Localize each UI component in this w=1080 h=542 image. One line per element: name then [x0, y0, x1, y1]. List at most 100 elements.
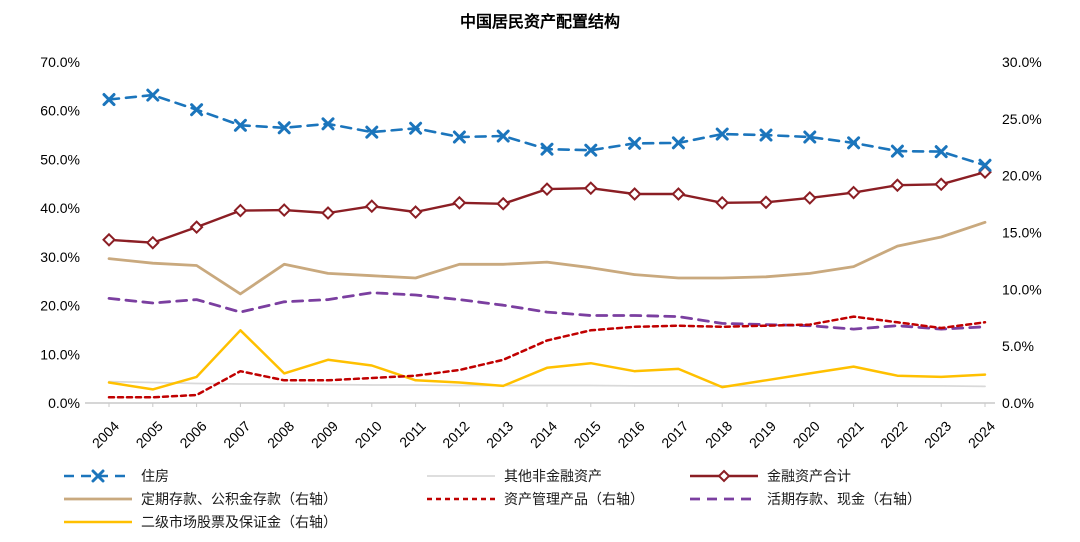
- x-marker: [934, 145, 948, 159]
- x-marker: [102, 93, 116, 107]
- diamond-marker: [583, 181, 598, 196]
- series-line-1: [108, 380, 986, 388]
- legend-line-sample-icon: [64, 520, 132, 523]
- right-axis-tick-label: 0.0%: [1002, 395, 1034, 411]
- diamond-marker: [102, 232, 116, 247]
- x-marker: [365, 125, 379, 139]
- x-axis-year-label: 2014: [527, 418, 560, 451]
- left-axis-tick-label: 10.0%: [40, 346, 80, 362]
- x-axis-year-label: 2013: [483, 418, 516, 451]
- x-axis-year-label: 2024: [965, 418, 998, 451]
- legend-line-sample-icon: [690, 497, 758, 500]
- x-axis-year-label: 2021: [833, 418, 866, 451]
- left-axis-tick-label: 0.0%: [48, 395, 80, 411]
- plot-svg: 70.0% 60.0% 50.0% 40.0% 30.0% 20.0% 10.0% 0.0% 3…: [40, 54, 1042, 451]
- diamond-marker: [846, 185, 861, 200]
- legend-label: 住房: [141, 467, 169, 484]
- x-axis-year-label: 2009: [308, 418, 341, 451]
- left-axis-tick-label: 20.0%: [40, 298, 80, 314]
- series-line-3: [107, 220, 987, 296]
- legend-column: 其他非金融资产资产管理产品（右轴）: [425, 464, 644, 510]
- right-axis-tick-label: 30.0%: [1002, 54, 1042, 70]
- x-marker: [803, 130, 817, 144]
- left-axis-tick-label: 40.0%: [40, 200, 80, 216]
- diamond-marker: [540, 182, 554, 197]
- x-marker: [233, 118, 247, 132]
- legend-item: 二级市场股票及保证金（右轴）: [62, 510, 337, 533]
- legend-label: 二级市场股票及保证金（右轴）: [141, 513, 337, 530]
- x-axis-year-label: 2011: [396, 418, 429, 451]
- right-axis-tick-label: 20.0%: [1002, 168, 1042, 184]
- x-marker: [277, 121, 291, 135]
- left-axis-tick-label: 60.0%: [40, 103, 80, 119]
- diamond-marker: [934, 177, 949, 192]
- legend-line-sample-icon: [690, 469, 758, 482]
- diamond-marker: [233, 203, 248, 218]
- x-marker: [671, 136, 685, 150]
- x-axis-year-label: 2007: [220, 418, 253, 451]
- x-axis-year-label: 2006: [176, 418, 209, 451]
- legend-label: 活期存款、现金（右轴）: [767, 490, 921, 507]
- x-marker: [978, 158, 992, 172]
- legend-item: 定期存款、公积金存款（右轴）: [62, 487, 337, 510]
- x-marker: [496, 129, 510, 143]
- diamond-marker: [452, 195, 467, 210]
- x-axis-year-label: 2020: [790, 418, 823, 451]
- left-axis-tick-label: 50.0%: [40, 151, 80, 167]
- x-axis-year-label: 2015: [571, 418, 604, 451]
- legend-column: 住房定期存款、公积金存款（右轴） 二级市场股票及保证金（右轴）: [62, 464, 337, 533]
- legend: 住房定期存款、公积金存款（右轴） 二级市场股票及保证金（右轴） 其他非金融资产资产管…: [0, 460, 1080, 542]
- legend-item: 其他非金融资产: [425, 464, 644, 487]
- diamond-marker: [717, 469, 731, 482]
- right-axis-tick-label: 25.0%: [1002, 111, 1042, 127]
- legend-label: 金融资产合计: [767, 467, 851, 484]
- right-axis-tick-label: 10.0%: [1002, 281, 1042, 297]
- legend-label: 其他非金融资产: [504, 467, 602, 484]
- x-axis-year-label: 2005: [133, 418, 166, 451]
- right-axis-tick-label: 5.0%: [1002, 338, 1034, 354]
- legend-line-sample-icon: [64, 497, 132, 500]
- legend-item: 活期存款、现金（右轴）: [688, 487, 921, 510]
- x-axis-year-label: 2010: [352, 418, 385, 451]
- diamond-marker: [715, 195, 730, 210]
- legend-item: 住房: [62, 464, 337, 487]
- diamond-marker: [496, 196, 511, 211]
- x-marker: [190, 103, 204, 117]
- left-axis-tick-label: 70.0%: [40, 54, 80, 70]
- left-axis-tick-label: 30.0%: [40, 249, 80, 265]
- x-marker: [409, 121, 423, 135]
- x-marker: [584, 143, 598, 157]
- series-line-5: [107, 291, 987, 331]
- diamond-marker: [321, 206, 335, 220]
- x-marker: [890, 144, 904, 158]
- plot-area: 70.0% 60.0% 50.0% 40.0% 30.0% 20.0% 10.0% 0.0% 3…: [0, 40, 1080, 460]
- series-line-0: [107, 93, 987, 167]
- legend-item: 金融资产合计: [688, 464, 921, 487]
- diamond-marker: [759, 195, 773, 210]
- x-axis-year-label: 2018: [702, 418, 735, 451]
- diamond-marker: [408, 205, 423, 219]
- x-marker: [540, 142, 554, 156]
- diamond-marker: [671, 187, 686, 201]
- legend-line-sample-icon: [427, 497, 495, 500]
- diamond-marker: [189, 220, 204, 235]
- diamond-marker: [890, 178, 905, 193]
- x-axis-year-label: 2004: [89, 418, 122, 451]
- x-axis-year-label: 2023: [921, 418, 954, 451]
- diamond-marker: [277, 203, 292, 218]
- x-axis-year-label: 2022: [877, 418, 910, 451]
- legend-label: 资产管理产品（右轴）: [504, 490, 644, 507]
- right-axis-tick-label: 15.0%: [1002, 225, 1042, 241]
- legend-label: 定期存款、公积金存款（右轴）: [141, 490, 337, 507]
- x-axis-year-label: 2008: [264, 418, 297, 451]
- x-marker: [91, 469, 105, 482]
- x-marker: [759, 128, 773, 142]
- diamond-marker: [627, 187, 642, 201]
- series-line-6: [107, 329, 987, 391]
- x-axis-year-label: 2017: [658, 418, 691, 451]
- x-marker: [321, 117, 335, 131]
- diamond-marker: [145, 235, 160, 250]
- legend-line-sample-icon: [427, 474, 495, 477]
- x-marker: [715, 127, 729, 141]
